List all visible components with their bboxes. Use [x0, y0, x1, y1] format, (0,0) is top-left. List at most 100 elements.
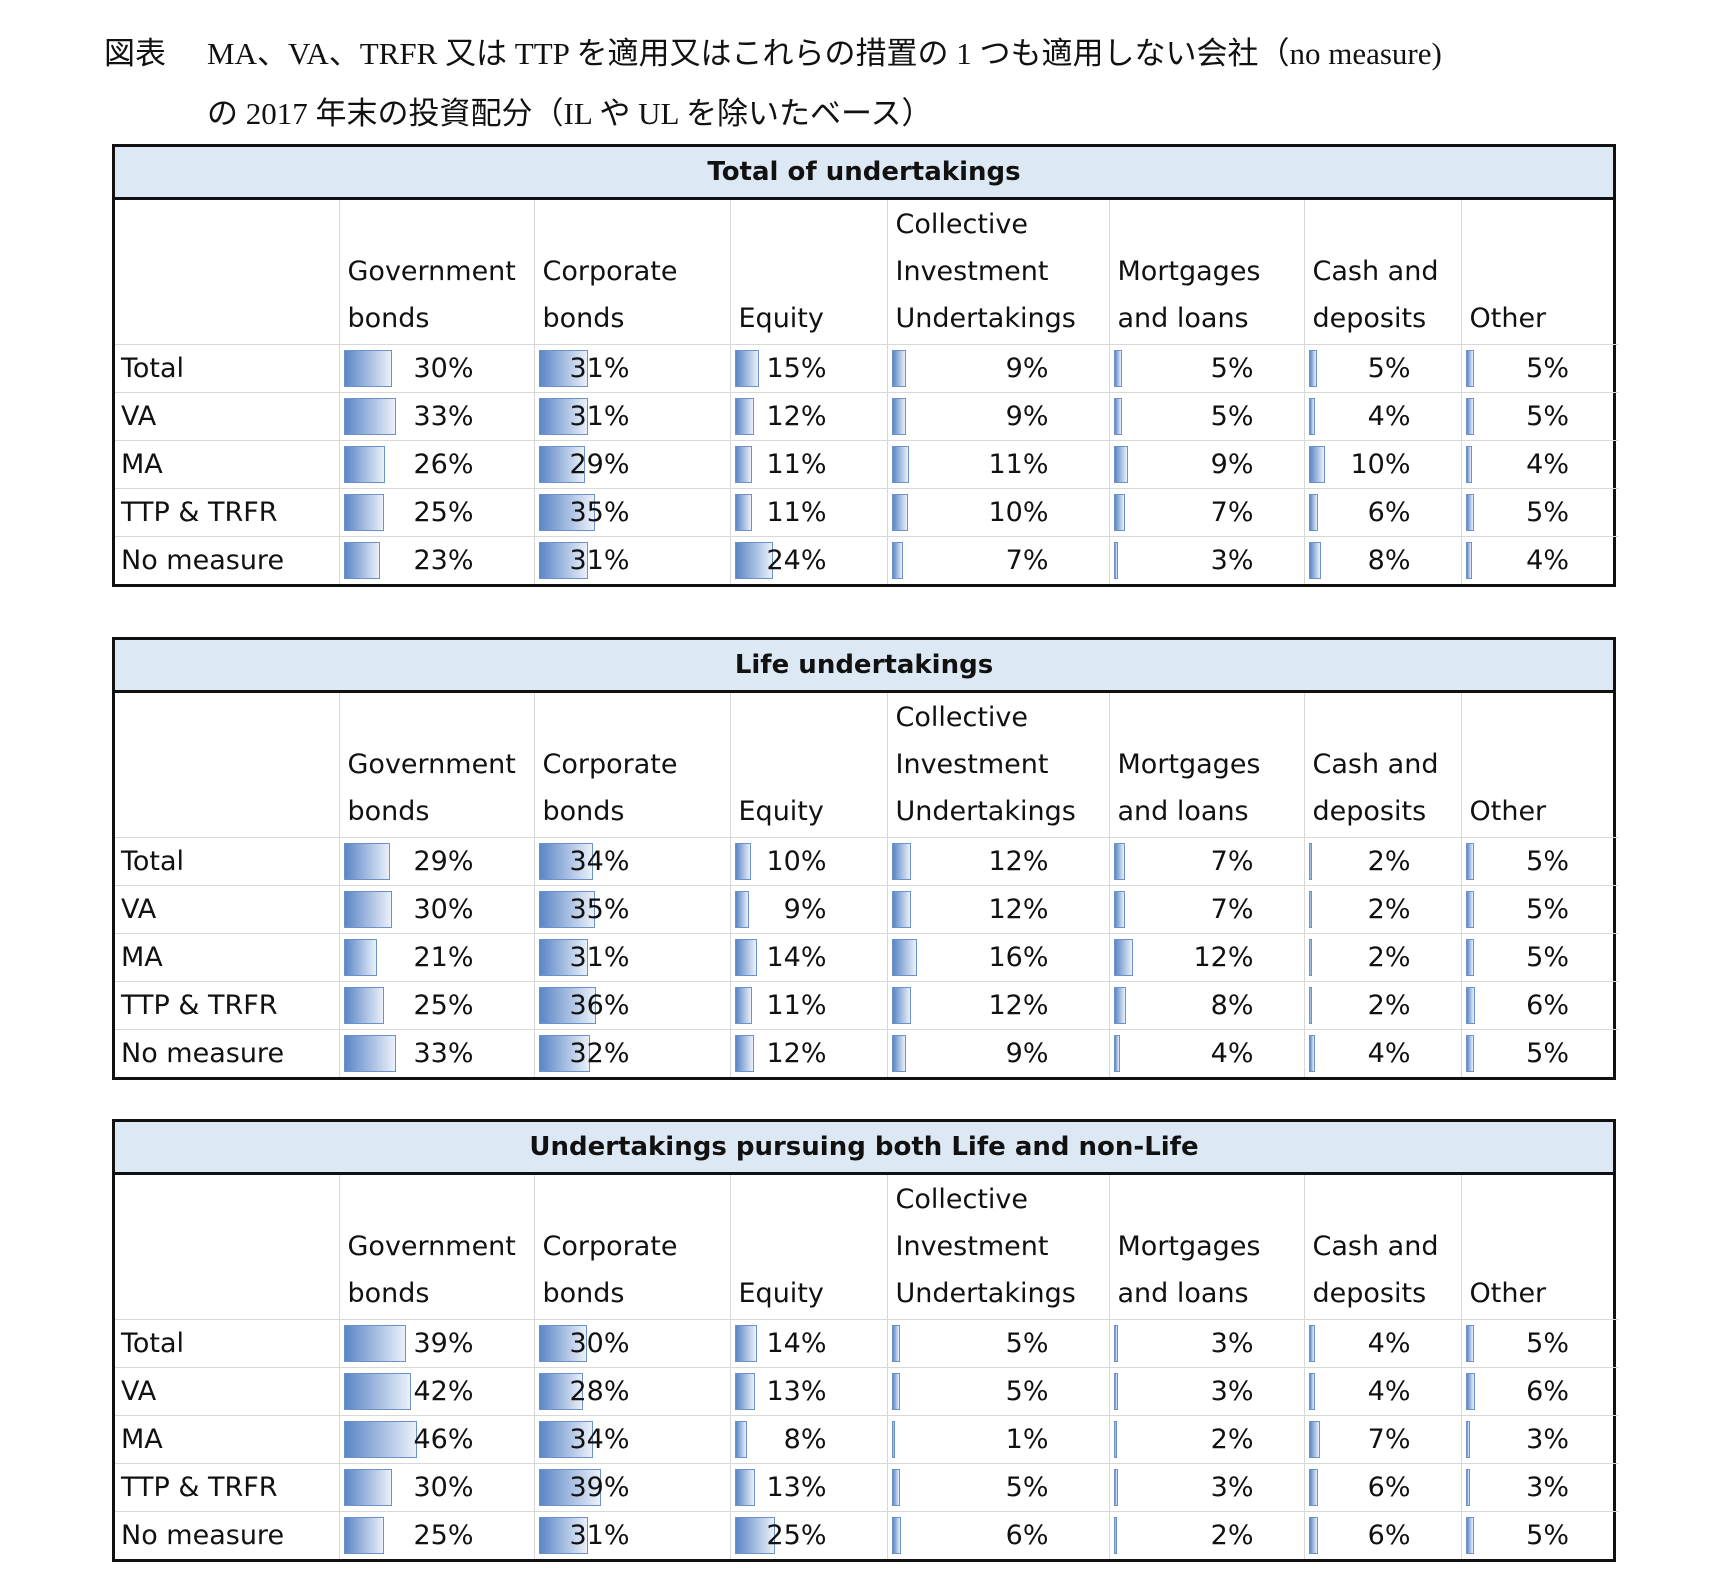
row-label: No measure: [115, 536, 340, 584]
data-bar: [538, 987, 597, 1024]
value-cell: 2%: [1304, 885, 1462, 934]
value-cell: 9%: [887, 344, 1110, 393]
percent-value: 46%: [413, 1424, 474, 1455]
value-cell: 35%: [534, 488, 731, 537]
value-cell: 10%: [1304, 440, 1462, 489]
percent-value: 32%: [569, 1038, 630, 1069]
percent-value: 13%: [766, 1376, 827, 1407]
percent-value: 4%: [1367, 1376, 1411, 1407]
value-cell: 31%: [534, 392, 731, 441]
percent-value: 34%: [569, 846, 630, 877]
value-cell: 6%: [1304, 488, 1462, 537]
data-bar: [1308, 494, 1319, 531]
percent-value: 2%: [1367, 990, 1411, 1021]
percent-value: 11%: [766, 497, 827, 528]
data-bar: [1113, 1517, 1117, 1554]
value-cell: 24%: [730, 536, 888, 584]
value-cell: 2%: [1109, 1511, 1305, 1559]
percent-value: 2%: [1367, 894, 1411, 925]
value-cell: 9%: [730, 885, 888, 934]
table-row: TTP & TRFR 25% 36% 11% 12% 8% 2% 6%: [115, 981, 1619, 1030]
percent-value: 9%: [1210, 449, 1254, 480]
percent-value: 29%: [569, 449, 630, 480]
percent-value: 12%: [988, 846, 1049, 877]
value-cell: 3%: [1109, 536, 1305, 584]
value-cell: 2%: [1109, 1415, 1305, 1464]
percent-value: 4%: [1210, 1038, 1254, 1069]
allocation-table: Total of undertakings Government bonds Cor…: [112, 144, 1619, 587]
value-cell: 14%: [730, 933, 888, 982]
percent-value: 9%: [1005, 1038, 1049, 1069]
data-bar: [1308, 542, 1322, 579]
percent-value: 5%: [1526, 401, 1569, 432]
percent-value: 5%: [1526, 1328, 1569, 1359]
percent-value: 10%: [1350, 449, 1411, 480]
row-label: TTP & TRFR: [115, 1463, 340, 1512]
table-row: No measure 23% 31% 24% 7% 3% 8% 4%: [115, 536, 1619, 584]
data-bar: [343, 446, 386, 483]
figure-title-line-1: 図表 MA、VA、TRFR 又は TTP を適用又はこれらの措置の 1 つも適用し…: [104, 28, 1442, 73]
percent-value: 9%: [1005, 401, 1049, 432]
data-bar: [1113, 542, 1119, 579]
percent-value: 30%: [413, 1472, 474, 1503]
data-bar: [1308, 1373, 1315, 1410]
corner-cell: [115, 200, 340, 345]
column-header: Cash and deposits: [1304, 1175, 1462, 1320]
value-cell: 12%: [887, 885, 1110, 934]
value-cell: 7%: [887, 536, 1110, 584]
table-title: Undertakings pursuing both Life and non-…: [115, 1122, 1613, 1175]
figure-title-text: MA、VA、TRFR 又は TTP を適用又はこれらの措置の 1 つも適用しない…: [207, 36, 1442, 71]
value-cell: 2%: [1304, 981, 1462, 1030]
table-row: MA 21% 31% 14% 16% 12% 2% 5%: [115, 933, 1619, 982]
data-bar: [1465, 1517, 1474, 1554]
row-label: Total: [115, 837, 340, 886]
data-bar: [343, 398, 397, 435]
data-bar: [1308, 987, 1312, 1024]
value-cell: 6%: [1461, 1367, 1619, 1416]
percent-value: 8%: [783, 1424, 827, 1455]
value-cell: 36%: [534, 981, 731, 1030]
data-bar: [891, 987, 911, 1024]
percent-value: 21%: [413, 942, 474, 973]
data-bar: [538, 1469, 601, 1506]
data-bar: [1113, 1469, 1119, 1506]
data-bar: [343, 494, 384, 531]
data-bar: [343, 1517, 384, 1554]
value-cell: 34%: [534, 1415, 731, 1464]
value-cell: 4%: [1461, 440, 1619, 489]
data-bar: [538, 843, 593, 880]
data-bar: [538, 1517, 589, 1554]
data-bar: [734, 1421, 748, 1458]
value-cell: 39%: [534, 1463, 731, 1512]
percent-value: 4%: [1367, 1038, 1411, 1069]
percent-value: 14%: [766, 942, 827, 973]
column-header: Equity: [730, 1175, 888, 1320]
data-bar: [891, 1325, 900, 1362]
value-cell: 11%: [730, 440, 888, 489]
column-header: Government bonds: [339, 200, 535, 345]
data-bar: [1308, 891, 1312, 928]
column-header: Cash and deposits: [1304, 200, 1462, 345]
percent-value: 5%: [1526, 1038, 1569, 1069]
data-bar: [734, 350, 759, 387]
percent-value: 5%: [1005, 1376, 1049, 1407]
data-bar: [1113, 1373, 1119, 1410]
percent-value: 25%: [413, 990, 474, 1021]
data-bar: [1465, 350, 1474, 387]
data-bar: [1113, 939, 1133, 976]
percent-value: 5%: [1005, 1328, 1049, 1359]
column-header: Equity: [730, 693, 888, 838]
value-cell: 3%: [1109, 1463, 1305, 1512]
value-cell: 46%: [339, 1415, 535, 1464]
data-bar: [1308, 1325, 1315, 1362]
data-bar: [734, 1373, 756, 1410]
value-cell: 6%: [1461, 981, 1619, 1030]
value-cell: 5%: [1461, 1512, 1619, 1560]
data-bar: [538, 891, 595, 928]
value-cell: 5%: [1461, 837, 1619, 886]
data-bar: [891, 939, 918, 976]
percent-value: 12%: [988, 990, 1049, 1021]
percent-value: 2%: [1367, 942, 1411, 973]
data-bar: [538, 350, 589, 387]
row-label: No measure: [115, 1029, 340, 1077]
